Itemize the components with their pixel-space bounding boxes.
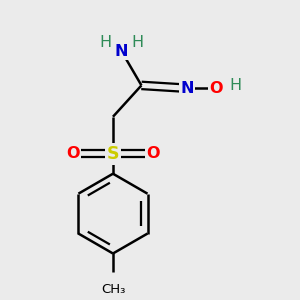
Text: H: H xyxy=(100,35,112,50)
Text: CH₃: CH₃ xyxy=(101,284,125,296)
Text: H: H xyxy=(230,78,242,93)
Text: S: S xyxy=(107,145,119,163)
Text: N: N xyxy=(115,44,128,59)
Text: O: O xyxy=(209,81,222,96)
Text: H: H xyxy=(131,35,143,50)
Text: O: O xyxy=(66,146,80,161)
Text: N: N xyxy=(180,81,194,96)
Text: O: O xyxy=(146,146,160,161)
